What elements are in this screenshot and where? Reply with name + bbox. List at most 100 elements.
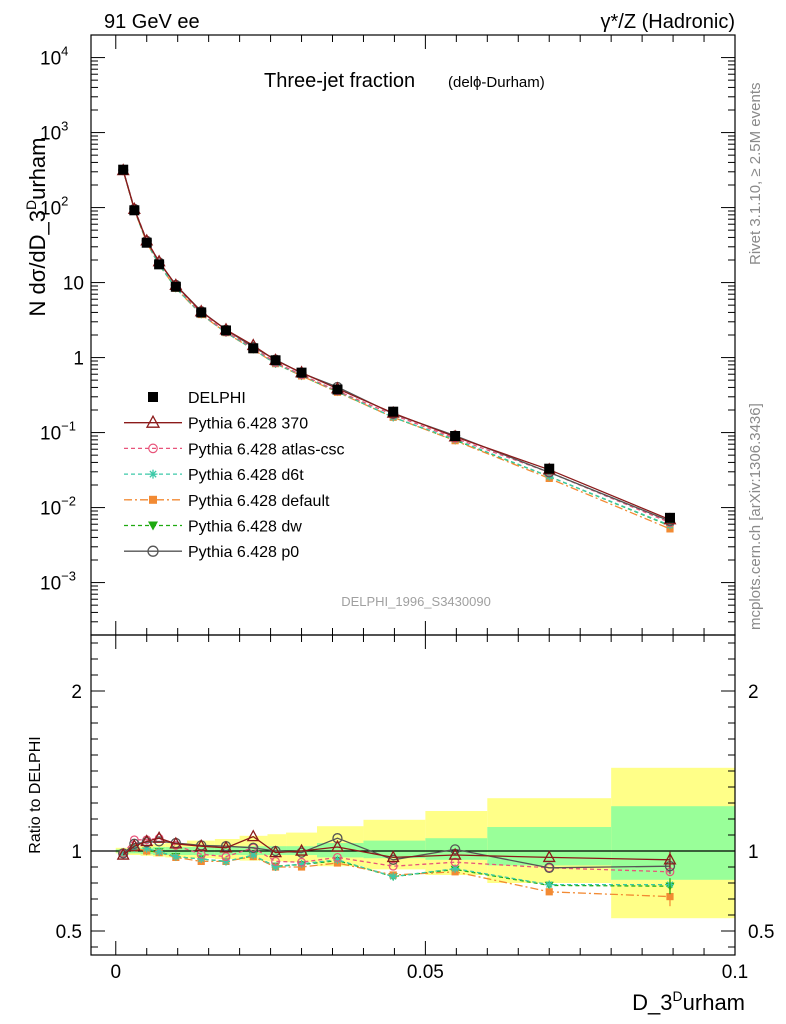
marker-open-circle — [147, 545, 159, 557]
marker-square — [148, 392, 158, 402]
y-tick-label: 1 — [73, 349, 84, 370]
y-tick-label: 10−2 — [40, 494, 76, 520]
marker-circle — [333, 852, 342, 862]
marker-triangle — [145, 414, 161, 428]
ratio-y-tick-label: 2 — [71, 682, 82, 703]
marker-square — [544, 463, 555, 474]
legend-label-d6t: Pythia 6.428 d6t — [188, 467, 304, 484]
marker-triangle — [295, 843, 309, 856]
marker-circle — [388, 861, 398, 871]
marker-open-circle — [248, 842, 259, 853]
marker-square — [220, 325, 231, 336]
marker-filled-square — [149, 495, 157, 504]
marker-square — [388, 406, 399, 417]
main-plot-area — [116, 163, 677, 533]
marker-triangle — [448, 847, 462, 860]
legend-label-p0: Pythia 6.428 p0 — [188, 544, 299, 561]
y-tick-label: 102 — [40, 194, 68, 220]
marker-square — [196, 307, 207, 318]
marker-open-circle — [141, 837, 152, 848]
marker-star — [171, 852, 180, 861]
main-x-ticks — [115, 35, 736, 635]
ratio-y-tick-label: 0.5 — [56, 922, 82, 943]
marker-triangle — [386, 850, 400, 863]
marker-open-circle — [449, 844, 461, 855]
marker-star — [221, 857, 231, 866]
marker-circle — [221, 852, 231, 862]
main-ylabel-group: N dσ/dD_3Durham — [23, 137, 50, 316]
y-tick-label: 10−3 — [40, 569, 76, 595]
ratio-y-tick-label-right: 1 — [748, 842, 759, 863]
header-right-label: γ*/Z (Hadronic) — [601, 11, 735, 33]
ratio-y-tick-label-right: 2 — [748, 682, 759, 703]
marker-star — [545, 880, 554, 889]
y-tick-label: 104 — [40, 44, 68, 70]
marker-open-circle — [544, 862, 555, 873]
marker-square — [141, 237, 152, 248]
main-title: Three-jet fraction — [264, 70, 415, 92]
marker-filled-square — [545, 888, 553, 896]
marker-square — [154, 259, 165, 270]
mcplots-label: mcplots.cern.ch [arXiv:1306.3436] — [747, 403, 764, 630]
y-tick-label: 10−1 — [40, 419, 76, 445]
marker-star — [389, 872, 398, 881]
marker-star — [451, 864, 460, 873]
marker-square — [270, 355, 281, 366]
marker-triangle — [194, 838, 208, 851]
marker-star — [249, 850, 258, 860]
x-tick-label: 0 — [110, 962, 121, 983]
marker-star — [142, 844, 151, 853]
marker-triangle — [269, 845, 283, 858]
ratio-panel: 0.5 0.5 1 1 2 2 0 0.05 0.1 Ratio to DELPHI D_3D… — [27, 634, 774, 1015]
ratio-y-ticks: 0.5 0.5 1 1 2 2 — [56, 642, 774, 948]
ratio-ylabel: Ratio to DELPHI — [27, 736, 44, 853]
marker-triangle — [140, 834, 154, 847]
y-tick-label: 103 — [40, 119, 68, 145]
main-subtitle: (delϕ-Durham) — [448, 74, 545, 91]
marker-star — [333, 855, 342, 864]
marker-circle — [297, 857, 306, 867]
y-tick-label: 10 — [63, 274, 84, 295]
band-inner — [317, 843, 364, 858]
marker-triangle — [219, 840, 233, 853]
marker-triangle — [542, 850, 556, 863]
x-tick-label: 0.1 — [722, 962, 748, 983]
marker-triangle — [330, 839, 344, 852]
band-inner — [487, 827, 612, 866]
main-ylabel: N dσ/dD_3Durham — [23, 137, 50, 316]
marker-triangle — [116, 847, 130, 860]
legend-label-default: Pythia 6.428 default — [188, 493, 330, 510]
legend-label-p370: Pythia 6.428 370 — [188, 416, 308, 433]
marker-triangle — [169, 836, 183, 849]
marker-star — [155, 847, 164, 856]
x-tick-label: 0.05 — [407, 962, 444, 983]
ratio-xlabel: D_3Durham — [632, 988, 745, 1015]
ratio-line-p370 — [122, 835, 670, 861]
marker-square — [450, 431, 461, 442]
ratio-y-tick-label-right: 0.5 — [748, 922, 774, 943]
marker-circle — [450, 857, 460, 867]
marker-square — [129, 205, 140, 216]
marker-square — [296, 367, 307, 378]
legend: DELPHI Pythia 6.428 370 Pythia 6.428 atlas… — [124, 390, 345, 561]
marker-down-triangle — [148, 521, 158, 531]
marker-circle — [148, 443, 158, 454]
marker-circle — [271, 856, 280, 866]
marker-square — [664, 512, 675, 523]
marker-square — [170, 281, 181, 292]
marker-triangle — [246, 829, 260, 842]
marker-star — [297, 859, 306, 868]
marker-square — [248, 343, 259, 354]
ratio-plot-area — [91, 767, 735, 919]
marker-star — [271, 862, 280, 872]
ratio-y-tick-label: 1 — [71, 842, 82, 863]
band-inner — [611, 806, 735, 880]
marker-triangle — [127, 838, 141, 851]
marker-star — [197, 854, 206, 864]
series-line-d6t — [122, 170, 671, 526]
legend-label-atlas: Pythia 6.428 atlas-csc — [188, 441, 345, 458]
legend-label-dw: Pythia 6.428 dw — [188, 519, 302, 536]
